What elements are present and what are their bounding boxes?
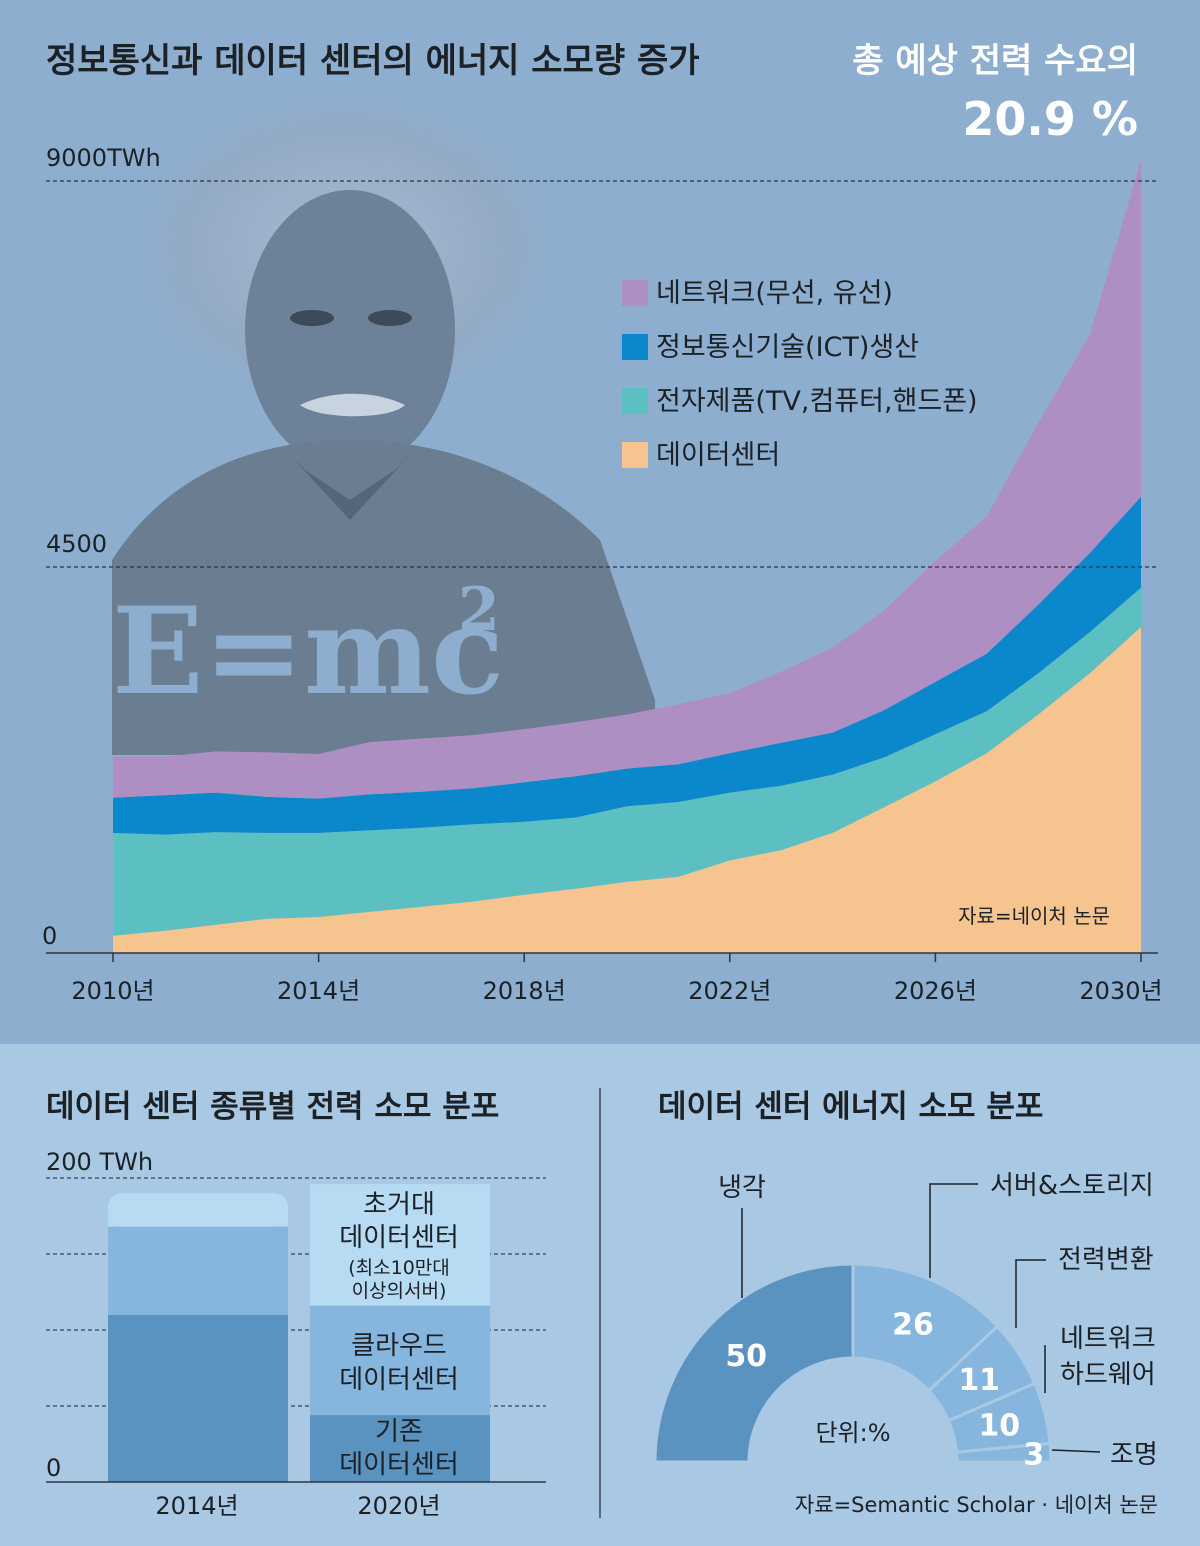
donut-label-hardware: 하드웨어	[1060, 1360, 1156, 1390]
x-tick-label: 2010년	[71, 977, 154, 1005]
x-tick-label: 2022년	[688, 977, 771, 1005]
bar-segment-cloud	[108, 1226, 288, 1315]
legend-label: 네트워크(무선, 유선)	[656, 278, 893, 309]
area-series-network	[113, 160, 1141, 799]
donut-slice-lighting	[954, 1441, 1053, 1464]
ytick-label: 0	[42, 922, 57, 950]
leader-lines	[741, 1183, 1101, 1453]
x-tick-label: 2030년	[1079, 977, 1162, 1005]
segment-label-hyperscale-note: (최소10만대	[348, 1257, 450, 1279]
bar-chart-title: 데이터 센터 종류별 전력 소모 분포	[46, 1089, 499, 1125]
bar-segment-traditional	[310, 1415, 490, 1482]
legend-label: 정보통신기술(ICT)생산	[656, 332, 919, 363]
area-series-datacenter	[113, 627, 1141, 953]
segment-label-traditional: 기존	[375, 1417, 423, 1447]
ytick-label: 9000TWh	[46, 144, 161, 172]
stacked-area-layers	[113, 160, 1141, 953]
donut-slice-cooling	[653, 1262, 855, 1464]
area-series-electronics	[113, 587, 1141, 936]
donut-source: 자료=Semantic Scholar · 네이처 논문	[795, 1493, 1158, 1517]
bar-segment-hyperscale	[108, 1207, 288, 1227]
donut-label-network: 네트워크	[1060, 1324, 1156, 1354]
donut-label-power: 전력변환	[1058, 1245, 1154, 1275]
ytick-label: 4500	[46, 530, 107, 558]
legend-label: 데이터센터	[656, 440, 780, 471]
einstein-portrait-image	[110, 75, 655, 755]
donut-value-label: 3	[1023, 1438, 1044, 1473]
legend-swatch-ict	[622, 334, 648, 360]
bar-ytick-label: 0	[46, 1454, 61, 1482]
callout-value: 20.9 %	[962, 92, 1138, 146]
segment-label-traditional: 데이터센터	[339, 1450, 459, 1480]
leader-line-power	[1015, 1259, 1046, 1328]
legend-swatch-datacenter	[622, 442, 648, 468]
donut-label-server: 서버&스토리지	[990, 1171, 1154, 1201]
legend-swatch-network	[622, 280, 648, 306]
donut-value-label: 26	[892, 1307, 934, 1342]
donut-unit: 단위:%	[815, 1419, 890, 1447]
bar-segment-hyperscale	[310, 1184, 490, 1306]
leader-line-server	[929, 1183, 978, 1278]
segment-label-hyperscale: 초거대	[363, 1190, 435, 1220]
bar-category-label: 2014년	[155, 1492, 238, 1520]
donut-value-label: 10	[978, 1408, 1020, 1443]
half-donut: 50 26 11 103	[653, 1262, 1053, 1473]
formula-text: E=mc	[112, 581, 504, 722]
donut-label-lighting: 조명	[1110, 1440, 1158, 1470]
segment-label-cloud: 데이터센터	[339, 1365, 459, 1395]
legend: 네트워크(무선, 유선) 정보통신기술(ICT)생산 전자제품(TV,컴퓨터,핸…	[622, 278, 978, 471]
legend-swatch-electronics	[622, 388, 648, 414]
segment-label-hyperscale: 데이터센터	[339, 1223, 459, 1253]
legend-label: 전자제품(TV,컴퓨터,핸드폰)	[656, 386, 978, 417]
formula-superscript: 2	[458, 575, 500, 645]
bar-category-label: 2020년	[357, 1492, 440, 1520]
bar-segment-traditional	[108, 1314, 288, 1482]
leader-line-lighting	[1051, 1449, 1101, 1453]
donut-chart-title: 데이터 센터 에너지 소모 분포	[658, 1089, 1043, 1125]
donut-value-label: 11	[958, 1363, 1000, 1398]
area-series-ict	[113, 496, 1141, 835]
segment-label-hyperscale-note: 이상의서버)	[352, 1280, 447, 1302]
bar-ytick-label: 200 TWh	[46, 1148, 153, 1176]
segment-label-cloud: 클라우드	[351, 1331, 447, 1361]
bar-segment-cloud	[310, 1305, 490, 1416]
donut-value-label: 50	[725, 1339, 767, 1374]
x-tick-label: 2014년	[277, 977, 360, 1005]
x-tick-label: 2026년	[894, 977, 977, 1005]
donut-label-cooling: 냉각	[718, 1173, 766, 1203]
x-tick-label: 2018년	[483, 977, 566, 1005]
main-chart-source: 자료=네이처 논문	[958, 904, 1110, 928]
callout-line1: 총 예상 전력 수요의	[852, 41, 1138, 81]
main-chart-title: 정보통신과 데이터 센터의 에너지 소모량 증가	[46, 41, 700, 81]
x-axis-ticks: 2010년 2014년 2018년 2022년 2026년 2030년	[71, 953, 1163, 1005]
stacked-bars	[108, 1184, 490, 1482]
